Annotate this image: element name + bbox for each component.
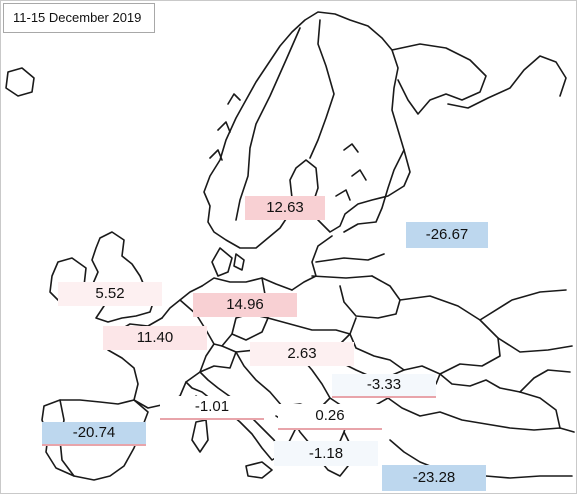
switzerland <box>199 351 237 373</box>
value-russia: -26.67 <box>406 222 488 248</box>
finland-lakes <box>335 143 367 201</box>
germany-poland-coast <box>201 277 293 291</box>
denmark <box>211 247 245 277</box>
balkans-outline <box>235 351 441 453</box>
value-finland: 12.63 <box>245 196 325 220</box>
sweden-finland-border <box>309 19 335 159</box>
russia-south-border <box>479 289 573 353</box>
value-italy: -1.01 <box>160 396 264 420</box>
finland-russia-border <box>343 149 405 233</box>
great-britain <box>91 231 155 323</box>
belarus-border <box>339 275 401 319</box>
baltic-coast <box>291 235 333 291</box>
sardinia <box>191 419 209 453</box>
baltic-borders <box>311 253 385 279</box>
value-turkey: -23.28 <box>382 465 486 491</box>
czech-border <box>231 313 269 341</box>
northern-island <box>5 67 35 97</box>
value-balkans: 0.26 <box>278 404 382 430</box>
value-france-benelux: 11.40 <box>103 326 207 350</box>
sweden-norway-border <box>235 27 301 221</box>
sicily <box>245 461 273 479</box>
period-label: 11-15 December 2019 <box>3 3 155 33</box>
value-iberia: -20.74 <box>42 422 146 446</box>
value-hungary-austria: 2.63 <box>250 342 354 366</box>
kola-coast <box>391 43 487 115</box>
white-sea-coast <box>447 55 567 109</box>
value-poland: 14.96 <box>193 293 297 317</box>
value-uk-ireland: 5.52 <box>58 282 162 306</box>
caucasus <box>519 369 571 393</box>
value-greece: -1.18 <box>274 441 378 466</box>
value-romania-bulgaria: -3.33 <box>332 374 436 398</box>
norway-coast-detail <box>209 93 241 161</box>
black-sea-coast <box>439 373 561 429</box>
ukraine-border <box>349 295 501 375</box>
